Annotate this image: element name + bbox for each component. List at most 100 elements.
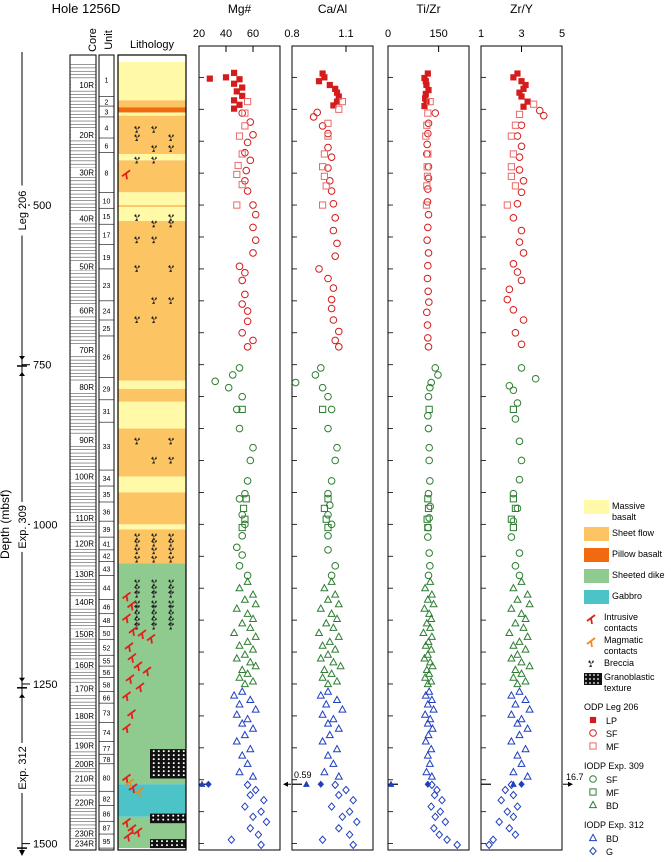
breccia-shape — [134, 533, 140, 541]
core-label: 220R — [75, 799, 94, 808]
off-scale-label: 0.59 — [294, 770, 312, 780]
core-label: 60R — [79, 306, 94, 315]
legend-label: Breccia — [604, 658, 634, 668]
data-point-BD309 — [243, 637, 252, 645]
core-label: 30R — [79, 168, 94, 177]
legend-marker — [589, 716, 597, 724]
breccia-shape — [134, 264, 140, 272]
granoblastic-dot — [182, 818, 185, 821]
data-point-SF — [515, 166, 524, 174]
data-point-SF309 — [424, 489, 433, 498]
data-point-G312 — [489, 835, 498, 845]
breccia-shape — [151, 296, 157, 304]
core-label-bg — [71, 129, 95, 139]
data-point-BD312 — [318, 736, 327, 745]
intrusive-contact — [121, 817, 132, 828]
granoblastic-dot — [172, 762, 175, 765]
data-point-LP — [326, 81, 333, 89]
data-point-SF309 — [511, 562, 520, 570]
data-point-BD309 — [521, 676, 530, 685]
data-point-BD312 — [338, 704, 347, 713]
core-label: 150R — [75, 630, 94, 639]
unit-label: 24 — [103, 308, 111, 315]
data-point-BD309 — [334, 599, 344, 608]
data-point-BD309 — [232, 603, 242, 612]
breccia-symbol — [151, 555, 157, 563]
data-point-SF309 — [513, 399, 522, 407]
granoblastic-dot — [167, 774, 170, 777]
panel-tick-label: 60 — [247, 28, 259, 40]
data-point-SF309 — [318, 383, 327, 392]
phase-label-bg — [16, 742, 28, 793]
data-point-SF — [519, 249, 528, 257]
legend-label: G — [606, 847, 613, 857]
panel-tick-label: 20 — [193, 28, 205, 40]
data-point-MF — [511, 121, 520, 129]
data-point-SF309 — [425, 443, 433, 452]
data-point-LP — [236, 76, 243, 83]
legend-granoblastic-dot — [593, 674, 595, 676]
data-point-SF — [424, 287, 432, 296]
breccia-symbol — [151, 539, 157, 547]
data-point-SF — [517, 121, 526, 130]
granoblastic-dot — [167, 766, 170, 769]
unit-label: 23 — [103, 283, 111, 290]
data-point-MF309 — [425, 405, 433, 413]
panel-zry: Zr/Y 1 3 5 — [478, 2, 565, 851]
data-point-SF309 — [505, 381, 514, 390]
data-point-BD312 — [251, 704, 260, 713]
core-label: 230R — [75, 829, 94, 838]
unit-label: 44 — [103, 586, 111, 593]
granoblastic-dot — [152, 774, 155, 777]
unit-label: 8 — [105, 170, 109, 177]
data-point-SF — [519, 316, 528, 324]
legend-granoblastic-dot — [593, 678, 595, 680]
data-point-LP — [422, 90, 429, 98]
granoblastic-dot — [157, 814, 160, 817]
data-point-SF — [329, 199, 338, 208]
data-point-BD312 — [316, 690, 326, 699]
data-point-SF309 — [425, 514, 433, 522]
data-point-SF — [246, 156, 255, 165]
unit-label: 78 — [103, 757, 111, 764]
data-point-SF — [331, 336, 340, 345]
data-point-MF — [424, 109, 432, 117]
data-point-SF — [331, 252, 340, 260]
data-point-G312 — [251, 785, 260, 795]
legend-label: Granoblastic — [604, 672, 655, 682]
breccia-shape — [168, 264, 174, 272]
lithology-interval-sheet — [118, 428, 186, 477]
breccia-symbol — [588, 660, 594, 667]
data-point-LP — [333, 98, 341, 105]
intrusive-contact — [121, 773, 132, 784]
data-point-SF309 — [235, 364, 244, 372]
data-point-SF309 — [324, 546, 332, 554]
data-point-BD309 — [525, 599, 534, 608]
data-point-SF309 — [425, 456, 433, 465]
data-point-LP — [321, 74, 328, 81]
phase-arrow — [19, 355, 25, 376]
data-point-BD312 — [237, 686, 247, 695]
breccia-symbol — [134, 316, 140, 323]
legend-granoblastic-dot — [589, 678, 591, 680]
data-point-BD312 — [240, 730, 250, 739]
legend-label: contacts — [604, 646, 638, 656]
intrusive-contact — [126, 709, 137, 720]
data-point-MF — [423, 121, 431, 129]
data-point-BD312 — [229, 690, 239, 699]
data-point-MF309 — [241, 515, 249, 523]
data-point-BD312 — [421, 690, 431, 699]
data-point-BD309 — [329, 623, 338, 631]
unit-label: 35 — [103, 492, 111, 499]
granoblastic-dot — [167, 770, 170, 773]
legend-granoblastic-dot — [585, 674, 587, 676]
breccia-symbol — [168, 539, 174, 547]
breccia-symbol — [168, 264, 174, 272]
granoblastic-dot — [177, 818, 180, 821]
lithology-column: Lithology — [117, 39, 187, 851]
intrusive-contact — [127, 652, 137, 663]
data-point-G312 — [241, 802, 249, 811]
granoblastic-dot — [162, 770, 165, 773]
breccia-symbol — [168, 213, 174, 221]
